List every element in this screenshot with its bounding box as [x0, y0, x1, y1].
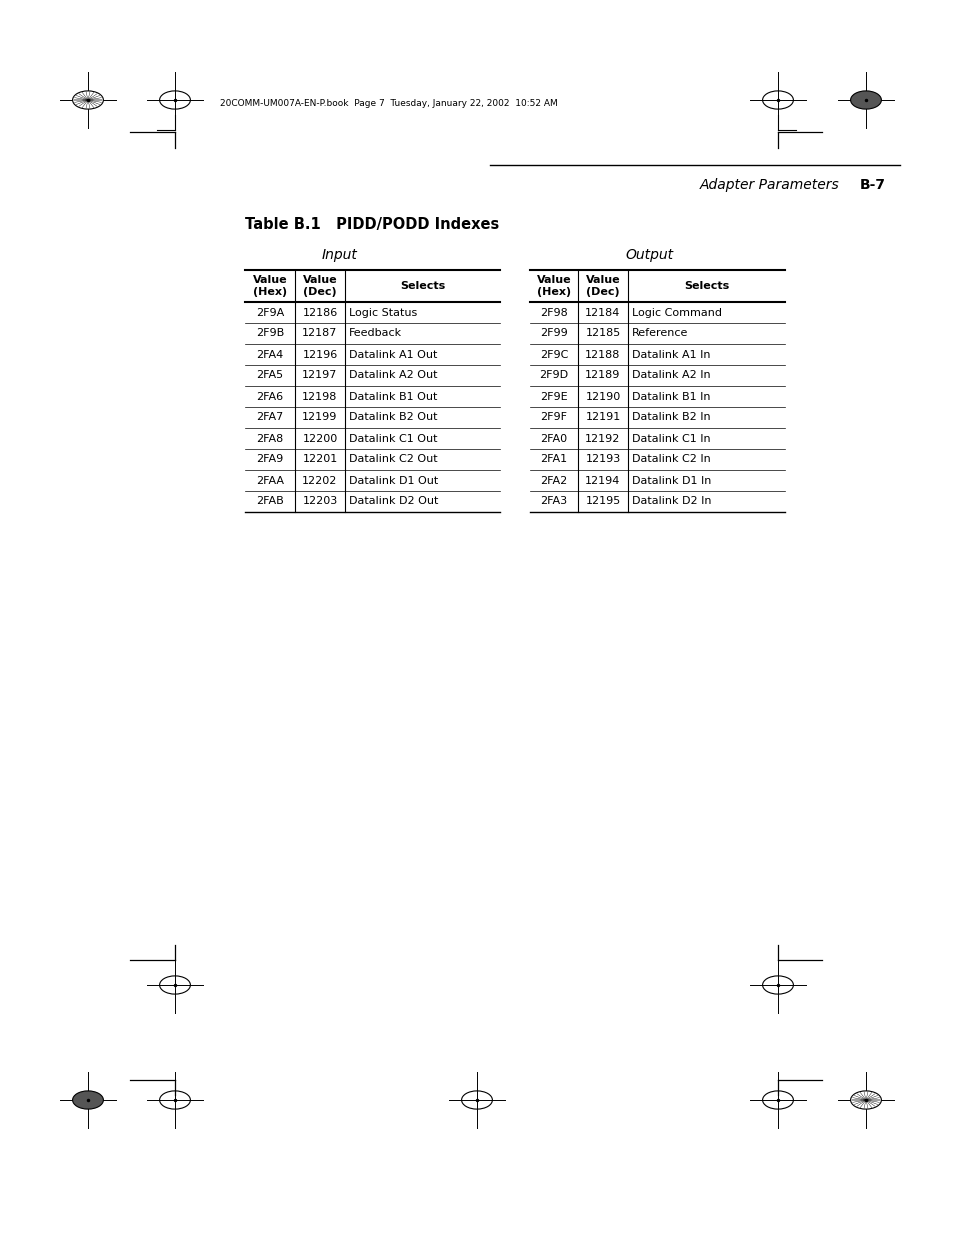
Text: Input: Input — [322, 248, 357, 262]
Text: 12195: 12195 — [585, 496, 620, 506]
Text: Datalink D1 In: Datalink D1 In — [631, 475, 711, 485]
Text: Output: Output — [625, 248, 674, 262]
Text: Feedback: Feedback — [349, 329, 402, 338]
Text: 2FA5: 2FA5 — [256, 370, 283, 380]
Text: 12187: 12187 — [302, 329, 337, 338]
Text: 20COMM-UM007A-EN-P.book  Page 7  Tuesday, January 22, 2002  10:52 AM: 20COMM-UM007A-EN-P.book Page 7 Tuesday, … — [220, 99, 558, 107]
Text: 2FA1: 2FA1 — [539, 454, 567, 464]
Text: B-7: B-7 — [859, 178, 885, 191]
Text: Datalink D2 In: Datalink D2 In — [631, 496, 711, 506]
Text: 2FA2: 2FA2 — [539, 475, 567, 485]
Text: 2FA9: 2FA9 — [256, 454, 283, 464]
Text: Datalink C1 In: Datalink C1 In — [631, 433, 710, 443]
Text: Datalink D2 Out: Datalink D2 Out — [349, 496, 438, 506]
Text: 12188: 12188 — [585, 350, 620, 359]
Text: 12202: 12202 — [302, 475, 337, 485]
Text: Reference: Reference — [631, 329, 688, 338]
Text: 12186: 12186 — [302, 308, 337, 317]
Text: Value
(Dec): Value (Dec) — [302, 275, 337, 296]
Text: 2F9E: 2F9E — [539, 391, 567, 401]
Text: Value
(Dec): Value (Dec) — [585, 275, 619, 296]
Text: 12184: 12184 — [585, 308, 620, 317]
Text: Selects: Selects — [399, 282, 445, 291]
Text: 12203: 12203 — [302, 496, 337, 506]
Text: 12193: 12193 — [585, 454, 620, 464]
Text: 2F9D: 2F9D — [538, 370, 568, 380]
Text: 2F98: 2F98 — [539, 308, 567, 317]
Text: 2F9F: 2F9F — [540, 412, 567, 422]
Text: Selects: Selects — [683, 282, 728, 291]
Ellipse shape — [850, 91, 881, 109]
Text: 12197: 12197 — [302, 370, 337, 380]
Text: Datalink B1 Out: Datalink B1 Out — [349, 391, 436, 401]
Text: Datalink B2 In: Datalink B2 In — [631, 412, 710, 422]
Text: 2FA6: 2FA6 — [256, 391, 283, 401]
Text: Datalink B2 Out: Datalink B2 Out — [349, 412, 437, 422]
Text: 2FA3: 2FA3 — [539, 496, 567, 506]
Ellipse shape — [72, 91, 103, 109]
Text: Datalink A1 In: Datalink A1 In — [631, 350, 710, 359]
Text: 2FA8: 2FA8 — [256, 433, 283, 443]
Text: 2FAA: 2FAA — [255, 475, 284, 485]
Text: 2F9C: 2F9C — [539, 350, 568, 359]
Text: Datalink D1 Out: Datalink D1 Out — [349, 475, 437, 485]
Text: Datalink B1 In: Datalink B1 In — [631, 391, 710, 401]
Text: Datalink A2 In: Datalink A2 In — [631, 370, 710, 380]
Text: 12194: 12194 — [585, 475, 620, 485]
Text: Datalink A2 Out: Datalink A2 Out — [349, 370, 437, 380]
Text: 12192: 12192 — [585, 433, 620, 443]
Text: 12185: 12185 — [585, 329, 620, 338]
Text: 12189: 12189 — [585, 370, 620, 380]
Text: 12199: 12199 — [302, 412, 337, 422]
Text: 2FA4: 2FA4 — [256, 350, 283, 359]
Text: Logic Command: Logic Command — [631, 308, 721, 317]
Text: 2F99: 2F99 — [539, 329, 567, 338]
Ellipse shape — [72, 1091, 103, 1109]
Text: 12200: 12200 — [302, 433, 337, 443]
Text: 2F9A: 2F9A — [255, 308, 284, 317]
Text: Logic Status: Logic Status — [349, 308, 416, 317]
Text: Table B.1   PIDD/PODD Indexes: Table B.1 PIDD/PODD Indexes — [245, 217, 498, 232]
Text: Datalink C2 In: Datalink C2 In — [631, 454, 710, 464]
Text: 12190: 12190 — [585, 391, 620, 401]
Text: Datalink C2 Out: Datalink C2 Out — [349, 454, 437, 464]
Text: 2F9B: 2F9B — [255, 329, 284, 338]
Text: 12196: 12196 — [302, 350, 337, 359]
Text: 2FAB: 2FAB — [255, 496, 284, 506]
Text: Adapter Parameters: Adapter Parameters — [700, 178, 839, 191]
Text: 12198: 12198 — [302, 391, 337, 401]
Text: Value
(Hex): Value (Hex) — [537, 275, 571, 296]
Text: 2FA7: 2FA7 — [256, 412, 283, 422]
Text: Value
(Hex): Value (Hex) — [253, 275, 287, 296]
Text: 2FA0: 2FA0 — [539, 433, 567, 443]
Text: Datalink C1 Out: Datalink C1 Out — [349, 433, 437, 443]
Text: Datalink A1 Out: Datalink A1 Out — [349, 350, 436, 359]
Text: 12201: 12201 — [302, 454, 337, 464]
Text: 12191: 12191 — [585, 412, 620, 422]
Ellipse shape — [850, 1091, 881, 1109]
